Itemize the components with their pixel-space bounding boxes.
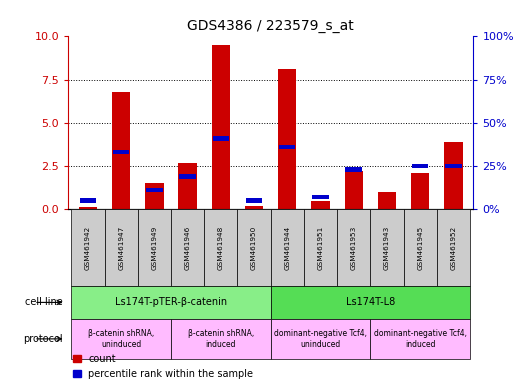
Bar	[337, 209, 370, 286]
Text: dominant-negative Tcf4,
induced: dominant-negative Tcf4, induced	[373, 329, 467, 349]
Text: GSM461943: GSM461943	[384, 225, 390, 270]
Bar	[113, 150, 129, 154]
Bar	[437, 209, 470, 286]
Bar	[445, 164, 462, 168]
Text: cell line: cell line	[25, 297, 63, 308]
Title: GDS4386 / 223579_s_at: GDS4386 / 223579_s_at	[187, 19, 354, 33]
Bar	[370, 319, 470, 359]
Text: β-catenin shRNA,
uninduced: β-catenin shRNA, uninduced	[88, 329, 154, 349]
Bar	[312, 195, 329, 199]
Bar	[79, 207, 97, 209]
Bar	[271, 319, 370, 359]
Bar	[271, 209, 304, 286]
Bar	[345, 171, 363, 209]
Text: GSM461947: GSM461947	[118, 225, 124, 270]
Bar	[370, 209, 404, 286]
Bar	[271, 286, 470, 319]
Text: GSM461951: GSM461951	[317, 225, 324, 270]
Bar	[237, 209, 271, 286]
Bar	[304, 209, 337, 286]
Text: β-catenin shRNA,
induced: β-catenin shRNA, induced	[188, 329, 254, 349]
Bar	[346, 167, 362, 172]
Bar	[412, 164, 428, 168]
Bar	[245, 206, 263, 209]
Bar	[404, 209, 437, 286]
Bar	[378, 192, 396, 209]
Bar	[105, 209, 138, 286]
Text: GSM461952: GSM461952	[450, 225, 457, 270]
Text: GSM461949: GSM461949	[151, 225, 157, 270]
Bar	[411, 173, 429, 209]
Bar	[179, 174, 196, 179]
Text: GSM461945: GSM461945	[417, 225, 423, 270]
Text: Ls174T-pTER-β-catenin: Ls174T-pTER-β-catenin	[115, 297, 227, 308]
Bar	[146, 188, 163, 192]
Bar	[171, 319, 271, 359]
Bar	[246, 199, 262, 203]
Bar	[444, 142, 462, 209]
Legend: count, percentile rank within the sample: count, percentile rank within the sample	[73, 354, 254, 379]
Text: GSM461942: GSM461942	[85, 225, 91, 270]
Bar	[71, 209, 105, 286]
Text: GSM461944: GSM461944	[285, 225, 290, 270]
Text: GSM461948: GSM461948	[218, 225, 224, 270]
Bar	[278, 70, 297, 209]
Bar	[71, 319, 171, 359]
Bar	[145, 184, 164, 209]
Bar	[279, 145, 295, 149]
Bar	[79, 199, 96, 203]
Bar	[171, 209, 204, 286]
Bar	[112, 92, 130, 209]
Bar	[178, 163, 197, 209]
Text: dominant-negative Tcf4,
uninduced: dominant-negative Tcf4, uninduced	[274, 329, 367, 349]
Bar	[212, 136, 229, 141]
Text: GSM461950: GSM461950	[251, 225, 257, 270]
Text: Ls174T-L8: Ls174T-L8	[346, 297, 395, 308]
Bar	[71, 286, 271, 319]
Bar	[204, 209, 237, 286]
Bar	[138, 209, 171, 286]
Text: protocol: protocol	[23, 334, 63, 344]
Text: GSM461946: GSM461946	[185, 225, 190, 270]
Bar	[212, 45, 230, 209]
Text: GSM461953: GSM461953	[351, 225, 357, 270]
Bar	[311, 201, 329, 209]
